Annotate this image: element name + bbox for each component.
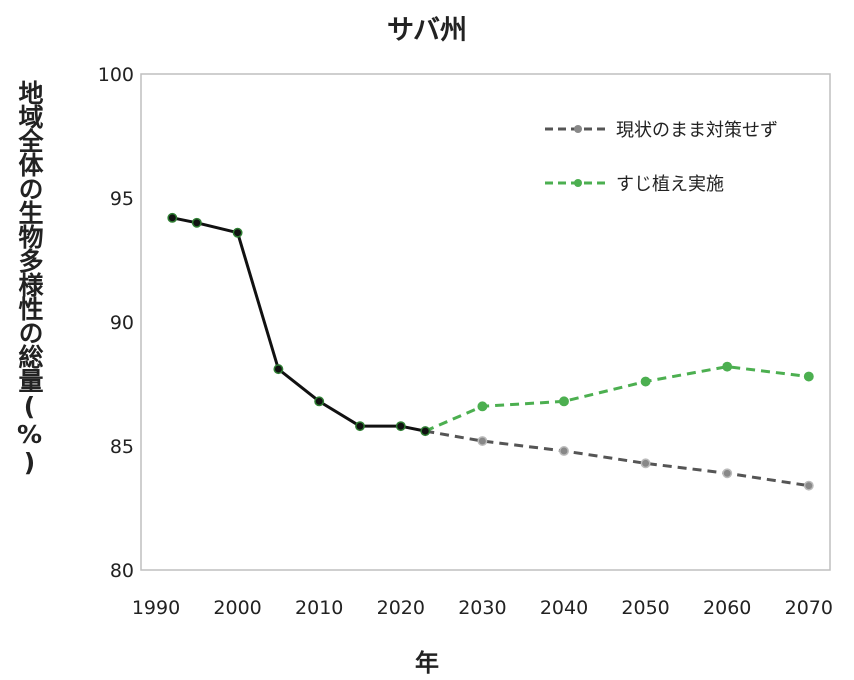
x-tick-label: 2050 — [621, 597, 669, 619]
data-point — [232, 227, 243, 238]
x-tick-label: 1990 — [132, 597, 180, 619]
y-tick-label: 100 — [98, 64, 134, 86]
data-point — [167, 212, 178, 223]
data-point — [420, 426, 431, 437]
x-tick-label: 2060 — [703, 597, 751, 619]
legend-label: すじ植え実施 — [616, 174, 724, 195]
series-lines — [172, 216, 810, 488]
y-tick-label: 80 — [110, 560, 134, 582]
data-point — [314, 396, 325, 407]
data-point — [640, 376, 651, 387]
data-point — [477, 436, 488, 446]
data-point — [395, 421, 406, 432]
series-line-2 — [424, 365, 809, 433]
data-point — [355, 421, 365, 432]
x-tick-label: 2010 — [295, 597, 343, 619]
data-point — [273, 364, 284, 375]
data-point — [722, 468, 733, 479]
y-tick-label: 95 — [110, 188, 134, 210]
x-tick-label: 2020 — [377, 597, 425, 619]
data-point — [477, 401, 488, 412]
y-tick-label: 90 — [110, 312, 134, 334]
data-point — [803, 371, 814, 382]
x-axis-label: 年 — [415, 649, 439, 677]
data-point — [191, 217, 202, 228]
y-tick-label: 85 — [110, 436, 134, 458]
x-tick-label: 2030 — [458, 597, 506, 619]
y-tick-labels: 80 85 90 95 100 — [98, 64, 134, 582]
x-tick-labels: 1990 2000 2010 2020 2030 2040 2050 2060 2070 — [132, 597, 833, 619]
data-point — [803, 480, 814, 491]
plot-area — [140, 73, 831, 571]
data-point — [722, 361, 733, 372]
legend-marker — [574, 125, 582, 133]
series-line-1 — [425, 429, 810, 488]
x-tick-label: 2040 — [540, 597, 588, 619]
data-point — [559, 446, 569, 456]
data-point — [640, 458, 651, 469]
chart-title: サバ州 — [387, 15, 467, 46]
y-axis-label: 地域全体の生物多様性の総量(%) — [15, 80, 44, 476]
x-tick-label: 2070 — [785, 597, 833, 619]
legend-label: 現状のまま対策せず — [616, 120, 778, 141]
x-tick-label: 2000 — [213, 597, 261, 619]
series-line-0 — [172, 216, 426, 433]
series-points — [167, 212, 814, 491]
data-point — [559, 396, 569, 407]
legend-marker — [574, 179, 582, 187]
